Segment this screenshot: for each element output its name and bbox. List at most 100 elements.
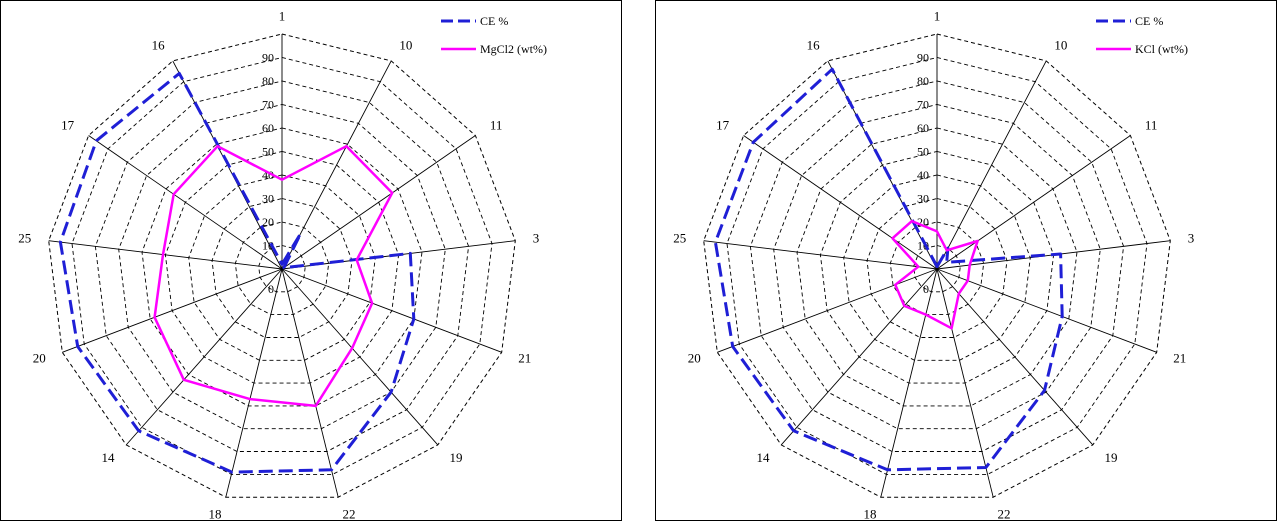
radar-chart-mgcl2: 1 10 11 3 21 19 22 18 14 20 25 17 16 0 10 20 30 40 50 60 70 8… — [0, 0, 622, 521]
grid-ring — [94, 80, 470, 452]
radar-axes — [48, 34, 516, 498]
radial-tick-label: 70 — [262, 98, 274, 112]
axis-spoke — [281, 268, 439, 446]
category-label: 19 — [450, 450, 463, 465]
category-label: 11 — [490, 118, 503, 133]
category-label: 14 — [102, 450, 116, 465]
axis-spoke — [936, 268, 994, 498]
grid-ring — [726, 57, 1148, 475]
legend-label: KCl (wt%) — [1135, 42, 1188, 56]
radial-tick-label: 60 — [917, 121, 929, 135]
grid-ring — [913, 245, 961, 293]
radial-tick-label: 50 — [917, 145, 929, 159]
category-label: 16 — [152, 37, 166, 52]
axis-spoke — [281, 135, 476, 270]
radar-grid — [703, 33, 1171, 498]
axis-spoke — [281, 268, 502, 353]
radial-tick-label: 40 — [917, 168, 929, 182]
legend-label: MgCl2 (wt%) — [480, 42, 547, 56]
grid-ring — [819, 151, 1055, 384]
grid-ring — [71, 57, 493, 475]
radial-tick-label: 90 — [917, 51, 929, 65]
category-label: 22 — [343, 506, 356, 520]
category-label: 10 — [399, 37, 412, 52]
category-label: 18 — [864, 506, 877, 520]
axis-spoke — [703, 240, 938, 270]
category-label: 21 — [518, 351, 531, 366]
axis-spoke — [780, 268, 938, 446]
category-label: 10 — [1054, 37, 1067, 52]
axis-spoke — [125, 268, 283, 446]
radar-chart-svg: 1 10 11 3 21 19 22 18 14 20 25 17 160 10 20 30 40 50 60 70 8… — [673, 8, 1194, 520]
category-label: 3 — [533, 231, 540, 246]
chart-legend: CE % KCl (wt%) — [1096, 14, 1188, 56]
series-line-salt — [153, 144, 394, 408]
series-line-ce — [713, 67, 1064, 472]
axis-spoke — [827, 60, 938, 270]
legend-label: CE % — [480, 14, 508, 28]
grid-ring — [749, 80, 1125, 452]
radial-tick-label: 90 — [262, 51, 274, 65]
axis-spoke — [936, 268, 1094, 446]
category-label: 25 — [673, 231, 686, 246]
series-line-salt — [891, 219, 979, 330]
axis-spoke — [281, 60, 392, 270]
category-label: 20 — [688, 351, 701, 366]
category-label: 19 — [1105, 450, 1118, 465]
grid-ring — [258, 245, 306, 293]
radial-tick-label: 10 — [262, 239, 274, 253]
axis-spoke — [743, 135, 938, 270]
radial-tick-label: 30 — [917, 192, 929, 206]
axis-spoke — [48, 240, 283, 270]
radial-tick-label: 60 — [262, 121, 274, 135]
category-label: 1 — [934, 8, 941, 23]
grid-ring — [703, 33, 1171, 498]
category-label: 1 — [279, 8, 286, 23]
radar-axes — [703, 34, 1171, 498]
legend-label: CE % — [1135, 14, 1163, 28]
radial-tick-label: 0 — [923, 282, 929, 296]
category-label: 22 — [998, 506, 1011, 520]
series-line-ce — [58, 71, 416, 474]
radial-tick-label: 20 — [262, 215, 274, 229]
grid-ring — [141, 127, 423, 407]
axis-spoke — [936, 60, 1047, 270]
axis-spoke — [225, 268, 283, 498]
grid-ring — [211, 198, 353, 338]
category-label: 25 — [18, 231, 31, 246]
radar-chart-svg: 1101132119221814202517160102030405060708… — [18, 8, 547, 520]
axis-spoke — [88, 135, 283, 270]
radial-tick-label: 50 — [262, 145, 274, 159]
grid-ring — [118, 104, 446, 430]
radial-tick-label: 0 — [268, 282, 274, 296]
category-label: 3 — [1188, 231, 1195, 246]
axis-spoke — [936, 268, 1157, 353]
category-label: 17 — [716, 118, 730, 133]
category-label: 18 — [209, 506, 222, 520]
category-labels: 1 10 11 3 21 19 22 18 14 20 25 17 16 — [18, 8, 539, 520]
radial-tick-label: 30 — [262, 192, 274, 206]
grid-ring — [773, 104, 1101, 430]
axis-spoke — [880, 268, 938, 498]
radar-chart-kcl: 1 10 11 3 21 19 22 18 14 20 25 17 16 0 10 20 30 40 50 60 70 8… — [655, 0, 1277, 521]
axis-spoke — [62, 268, 283, 353]
category-label: 17 — [61, 118, 75, 133]
axis-spoke — [936, 135, 1131, 270]
grid-ring — [866, 198, 1008, 338]
axis-spoke — [281, 268, 339, 498]
axis-spoke — [717, 268, 938, 353]
radial-tick-label: 70 — [917, 98, 929, 112]
grid-ring — [48, 33, 516, 498]
category-label: 14 — [757, 450, 771, 465]
category-labels: 1 10 11 3 21 19 22 18 14 20 25 17 16 — [673, 8, 1194, 520]
category-label: 16 — [807, 37, 821, 52]
chart-legend: CE % MgCl2 (wt%) — [441, 14, 547, 56]
radial-tick-label: 80 — [917, 74, 929, 88]
category-label: 21 — [1173, 351, 1186, 366]
category-label: 11 — [1145, 118, 1158, 133]
grid-ring — [796, 127, 1078, 407]
radial-tick-label: 80 — [262, 74, 274, 88]
category-label: 20 — [33, 351, 46, 366]
